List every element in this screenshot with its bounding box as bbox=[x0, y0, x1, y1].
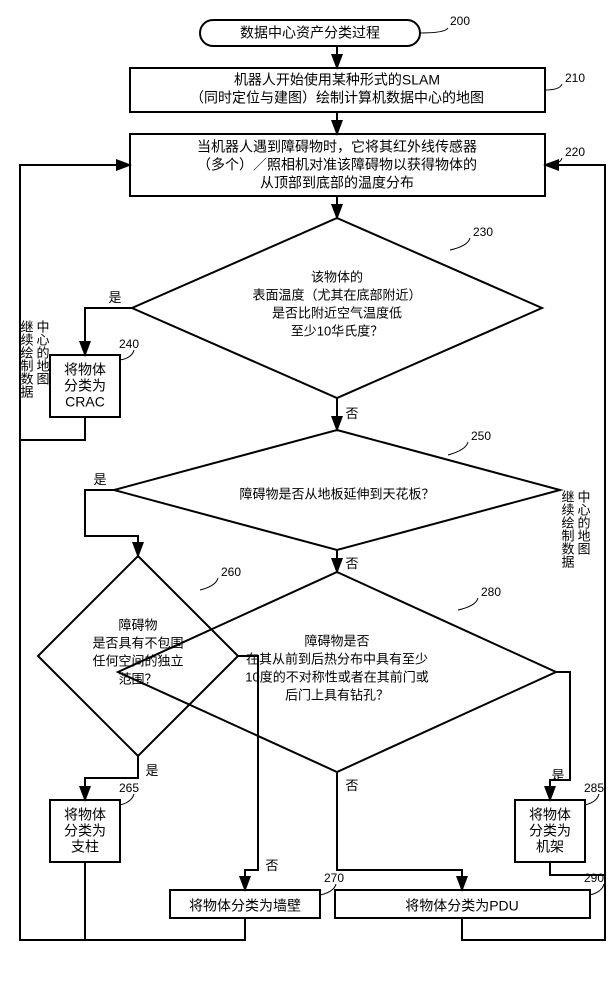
box-265-l2: 分类为 bbox=[64, 823, 106, 839]
d280-l1: 障碍物是否 bbox=[304, 633, 369, 648]
flowchart: 数据中心资产分类过程 200 机器人开始使用某种形式的SLAM （同时定位与建图… bbox=[0, 0, 615, 1000]
box-220-l2: （多个）／照相机对准该障碍物以获得物体的 bbox=[197, 157, 477, 173]
box-270-l1: 将物体分类为墙壁 bbox=[189, 898, 301, 914]
ref-250: 250 bbox=[471, 429, 491, 443]
loop-right-l1: 继续绘制数据 bbox=[560, 490, 575, 568]
title-text: 数据中心资产分类过程 bbox=[240, 25, 380, 41]
d230-l1: 该物体的 bbox=[311, 269, 363, 284]
ref-260: 260 bbox=[221, 565, 241, 579]
box-220-l3: 从顶部到底部的温度分布 bbox=[260, 175, 414, 191]
ref-285: 285 bbox=[584, 781, 604, 795]
box-290-l1: 将物体分类为PDU bbox=[405, 898, 519, 914]
loop-left-l1: 继续绘制数据 bbox=[19, 320, 34, 398]
yes-260: 是 bbox=[145, 763, 158, 778]
box-265-l3: 支柱 bbox=[71, 839, 99, 855]
yes-250: 是 bbox=[93, 472, 106, 487]
d260-l3: 任何空间的独立 bbox=[92, 653, 183, 668]
ref-240: 240 bbox=[119, 337, 139, 351]
d280-l4: 后门上具有钻孔？ bbox=[285, 687, 389, 702]
box-265-l1: 将物体 bbox=[64, 807, 106, 823]
box-285-l3: 机架 bbox=[536, 839, 564, 855]
ref-265: 265 bbox=[119, 781, 139, 795]
ref-280: 280 bbox=[481, 585, 501, 599]
box-220-l1: 当机器人遇到障碍物时，它将其红外线传感器 bbox=[197, 139, 477, 155]
arrow-250-260 bbox=[85, 490, 138, 556]
d260-l1: 障碍物 bbox=[118, 617, 157, 632]
box-285-l1: 将物体 bbox=[529, 807, 571, 823]
d280-l2: 在其从前到后热分布中具有至少 bbox=[246, 651, 428, 666]
no-230: 否 bbox=[345, 406, 358, 421]
d260-l4: 范围？ bbox=[118, 671, 157, 686]
ref-230: 230 bbox=[473, 225, 493, 239]
box-240-l2: 分类为 bbox=[64, 378, 106, 394]
ref-290: 290 bbox=[584, 871, 604, 885]
no-280: 否 bbox=[345, 778, 358, 793]
ref-210: 210 bbox=[565, 71, 585, 85]
d280-l3: 10度的不对称性或者在其前门或 bbox=[245, 669, 428, 684]
d230-l3: 是否比附近空气温度低 bbox=[272, 305, 402, 320]
d230-l2: 表面温度（尤其在底部附近） bbox=[252, 287, 421, 302]
no-250: 否 bbox=[345, 556, 358, 571]
yes-230: 是 bbox=[108, 290, 121, 305]
loop-left-l2: 中心的地图 bbox=[35, 320, 50, 385]
arrow-loop-left-270 bbox=[20, 918, 245, 940]
arrow-260-270 bbox=[238, 656, 258, 890]
d250-l1: 障碍物是否从地板延伸到天花板？ bbox=[239, 486, 434, 501]
yes-280: 是 bbox=[551, 768, 564, 783]
arrow-loop-left-265 bbox=[20, 440, 85, 940]
box-240-l3: CRAC bbox=[65, 394, 105, 410]
ref-270: 270 bbox=[324, 871, 344, 885]
ref-200: 200 bbox=[450, 14, 470, 28]
box-285-l2: 分类为 bbox=[529, 823, 571, 839]
d230-l4: 至少10华氏度？ bbox=[291, 323, 383, 338]
box-240-l1: 将物体 bbox=[64, 362, 106, 378]
no-260: 否 bbox=[265, 858, 278, 873]
box-210-line1: 机器人开始使用某种形式的SLAM bbox=[234, 72, 440, 88]
box-210-line2: （同时定位与建图）绘制计算机数据中心的地图 bbox=[190, 90, 484, 106]
ref-220: 220 bbox=[565, 145, 585, 159]
loop-right-l2: 中心的地图 bbox=[576, 490, 591, 555]
